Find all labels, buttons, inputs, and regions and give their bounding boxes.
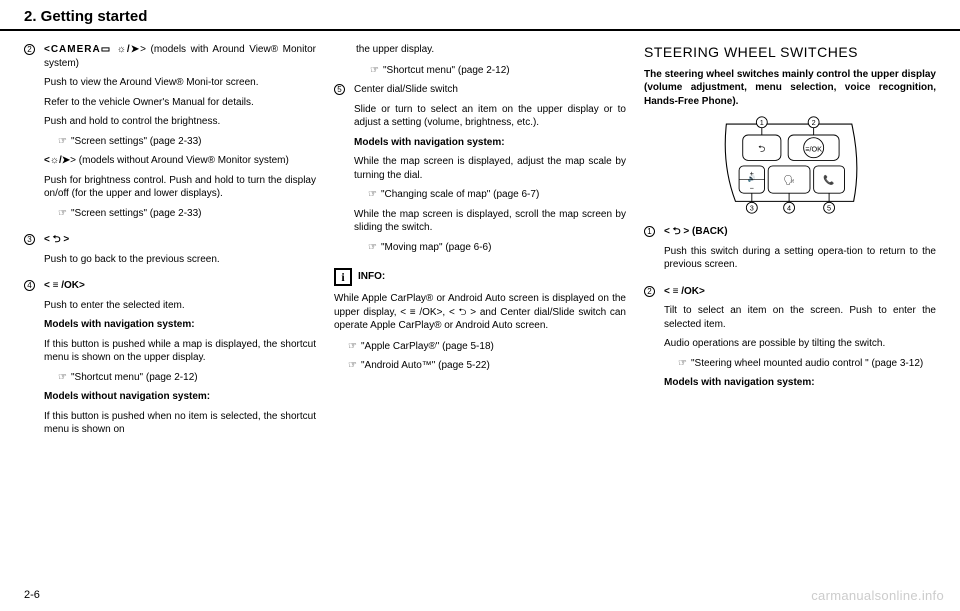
cross-ref: ☞"Steering wheel mounted audio control "… xyxy=(664,357,936,371)
bright-button-label: <☼/➤> (models without Around View® Monit… xyxy=(44,154,316,168)
svg-text:3: 3 xyxy=(750,204,754,213)
para: While Apple CarPlay® or Android Auto scr… xyxy=(334,292,626,333)
dial-label: Center dial/Slide switch xyxy=(354,83,626,97)
para: Push to enter the selected item. xyxy=(44,299,316,313)
svg-text:2: 2 xyxy=(812,118,816,127)
camera-button-label: <CAMERA▭ ☼/➤> (models with Around View® … xyxy=(44,43,316,70)
svg-text:−: − xyxy=(750,184,754,193)
cross-ref: ☞"Screen settings" (page 2-33) xyxy=(44,207,316,221)
svg-text:5: 5 xyxy=(827,204,831,213)
para: Push for brightness control. Push and ho… xyxy=(44,174,316,201)
svg-text:🗣: 🗣 xyxy=(783,176,795,186)
svg-text:1: 1 xyxy=(760,118,764,127)
item-number-2b: 2 xyxy=(644,285,658,396)
pointer-icon: ☞ xyxy=(348,359,357,373)
steering-wheel-diagram: ⮌ ≡/OK + 🔊 − 🗣 📞 1 2 3 4 5 xyxy=(715,115,865,215)
svg-text:⮌: ⮌ xyxy=(758,144,765,154)
subhead: Models without navigation system: xyxy=(44,390,316,404)
back-switch-label: < ⮌ > (BACK) xyxy=(664,225,936,239)
cross-ref: ☞"Changing scale of map" (page 6-7) xyxy=(354,188,626,202)
watermark: carmanualsonline.info xyxy=(811,588,944,603)
para: Push to view the Around View® Moni-tor s… xyxy=(44,76,316,90)
para: the upper display. xyxy=(356,43,626,57)
cross-ref: ☞"Screen settings" (page 2-33) xyxy=(44,135,316,149)
svg-text:4: 4 xyxy=(787,204,791,213)
list-item-2: 2 <CAMERA▭ ☼/➤> (models with Around View… xyxy=(24,43,316,226)
svg-text:≡/OK: ≡/OK xyxy=(805,145,822,154)
page-number: 2-6 xyxy=(24,589,40,601)
item-number-1: 1 xyxy=(644,225,658,278)
content-columns: 2 <CAMERA▭ ☼/➤> (models with Around View… xyxy=(0,31,960,561)
svg-text:🔊: 🔊 xyxy=(748,175,756,183)
pointer-icon: ☞ xyxy=(58,371,67,385)
item-number-3: 3 xyxy=(24,233,38,272)
list-item-4: 4 < ≡ /OK> Push to enter the selected it… xyxy=(24,279,316,443)
subhead: Models with navigation system: xyxy=(664,376,936,390)
page-header: 2. Getting started xyxy=(0,0,960,31)
section-title: STEERING WHEEL SWITCHES xyxy=(644,43,936,62)
section-intro: The steering wheel switches mainly contr… xyxy=(644,68,936,109)
ok-button-label: < ≡ /OK> xyxy=(44,279,316,293)
ok-switch-label: < ≡ /OK> xyxy=(664,285,936,299)
list-item-1: 1 < ⮌ > (BACK) Push this switch during a… xyxy=(644,225,936,278)
cross-ref: ☞"Shortcut menu" (page 2-12) xyxy=(44,371,316,385)
item-number-5: 5 xyxy=(334,83,348,260)
column-2: the upper display. ☞"Shortcut menu" (pag… xyxy=(334,43,626,561)
para: If this button is pushed while a map is … xyxy=(44,338,316,365)
para: Slide or turn to select an item on the u… xyxy=(354,103,626,130)
para: Push to go back to the previous screen. xyxy=(44,253,316,267)
pointer-icon: ☞ xyxy=(370,64,379,78)
pointer-icon: ☞ xyxy=(58,135,67,149)
para: Push this switch during a setting opera-… xyxy=(664,245,936,272)
list-item-3: 3 < ⮌ > Push to go back to the previous … xyxy=(24,233,316,272)
cross-ref: ☞"Apple CarPlay®" (page 5-18) xyxy=(334,340,626,354)
subhead: Models with navigation system: xyxy=(44,318,316,332)
para: While the map screen is displayed, scrol… xyxy=(354,208,626,235)
column-1: 2 <CAMERA▭ ☼/➤> (models with Around View… xyxy=(24,43,316,561)
info-label: INFO: xyxy=(358,270,385,284)
cross-ref: ☞"Shortcut menu" (page 2-12) xyxy=(356,64,626,78)
pointer-icon: ☞ xyxy=(58,207,67,221)
column-3: STEERING WHEEL SWITCHES The steering whe… xyxy=(644,43,936,561)
item-number-2: 2 xyxy=(24,43,38,226)
para: Refer to the vehicle Owner's Manual for … xyxy=(44,96,316,110)
info-heading: i INFO: xyxy=(334,268,626,286)
info-icon: i xyxy=(334,268,352,286)
para: If this button is pushed when no item is… xyxy=(44,410,316,437)
svg-text:📞: 📞 xyxy=(823,175,835,186)
list-item-2b: 2 < ≡ /OK> Tilt to select an item on the… xyxy=(644,285,936,396)
cross-ref: ☞"Moving map" (page 6-6) xyxy=(354,241,626,255)
subhead: Models with navigation system: xyxy=(354,136,626,150)
pointer-icon: ☞ xyxy=(368,241,377,255)
para: While the map screen is displayed, adjus… xyxy=(354,155,626,182)
para: Tilt to select an item on the screen. Pu… xyxy=(664,304,936,331)
cross-ref: ☞"Android Auto™" (page 5-22) xyxy=(334,359,626,373)
back-button-label: < ⮌ > xyxy=(44,233,316,247)
pointer-icon: ☞ xyxy=(678,357,687,371)
pointer-icon: ☞ xyxy=(348,340,357,354)
list-item-5: 5 Center dial/Slide switch Slide or turn… xyxy=(334,83,626,260)
para: Push and hold to control the brightness. xyxy=(44,115,316,129)
item-number-4: 4 xyxy=(24,279,38,443)
pointer-icon: ☞ xyxy=(368,188,377,202)
para: Audio operations are possible by tilting… xyxy=(664,337,936,351)
